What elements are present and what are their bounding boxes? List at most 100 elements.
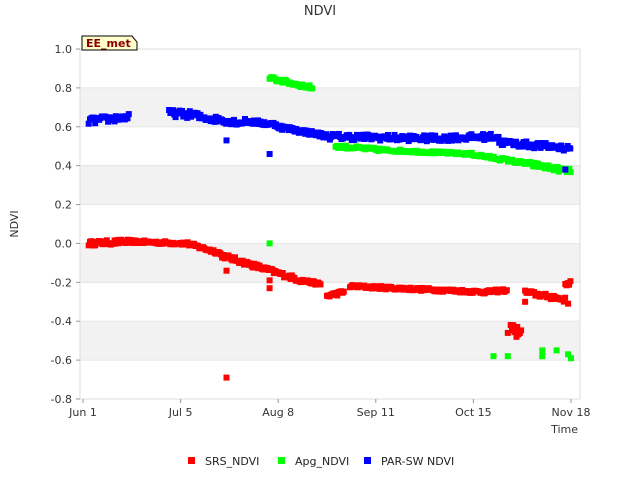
data-point bbox=[334, 292, 341, 299]
y-tick-label: -0.8 bbox=[51, 393, 72, 406]
x-tick-label: Oct 15 bbox=[455, 406, 492, 419]
grid-band bbox=[80, 321, 580, 361]
data-point bbox=[562, 294, 569, 301]
data-point bbox=[542, 290, 549, 297]
data-point bbox=[550, 292, 557, 299]
data-point bbox=[568, 355, 574, 362]
grid-band bbox=[80, 87, 580, 127]
grid-band bbox=[80, 49, 580, 88]
grid-band bbox=[80, 204, 580, 244]
data-point bbox=[223, 374, 230, 381]
legend-label-apg-ndvi: Apg_NDVI bbox=[295, 455, 349, 468]
x-tick-label: Jun 1 bbox=[68, 406, 97, 419]
series-srs-ndvi bbox=[85, 236, 574, 381]
y-tick-label: 0.4 bbox=[55, 160, 73, 173]
badge-label: EE_met bbox=[86, 37, 131, 50]
data-point bbox=[566, 281, 573, 288]
data-point bbox=[522, 298, 529, 305]
y-axis-title: NDVI bbox=[8, 210, 21, 237]
data-point bbox=[266, 240, 273, 247]
station-badge: EE_met bbox=[81, 35, 138, 51]
y-tick-label: 0.0 bbox=[55, 237, 73, 250]
data-point bbox=[497, 137, 504, 144]
data-point bbox=[514, 324, 521, 330]
data-point bbox=[560, 298, 567, 305]
data-point bbox=[566, 165, 573, 172]
y-axis-ticks: 1.0 0.8 0.6 0.4 0.2 0.0 -0.2 -0.4 -0.6 -0.8 bbox=[51, 43, 80, 406]
data-point bbox=[565, 351, 572, 358]
x-axis-title: Time bbox=[550, 423, 578, 436]
data-point bbox=[452, 132, 459, 139]
data-point bbox=[495, 134, 502, 140]
grid-bands bbox=[80, 48, 580, 399]
data-point bbox=[487, 130, 494, 137]
grid-band bbox=[80, 165, 580, 205]
data-point bbox=[266, 277, 273, 284]
data-point bbox=[357, 135, 364, 142]
legend-swatch-srs-ndvi bbox=[188, 457, 195, 464]
data-point bbox=[511, 329, 518, 336]
data-point bbox=[567, 278, 574, 285]
series-apg-ndvi bbox=[266, 74, 574, 362]
data-point bbox=[232, 254, 238, 261]
data-point bbox=[523, 138, 530, 145]
data-point bbox=[309, 85, 316, 92]
legend-swatch-apg-ndvi bbox=[278, 457, 285, 464]
data-point bbox=[115, 240, 122, 247]
legend-label-srs-ndvi: SRS_NDVI bbox=[205, 455, 259, 468]
data-point bbox=[567, 145, 574, 152]
data-point bbox=[518, 327, 525, 334]
data-point bbox=[88, 238, 95, 245]
x-tick-label: Sep 11 bbox=[357, 406, 395, 419]
data-point bbox=[92, 120, 99, 127]
data-point bbox=[422, 133, 429, 139]
data-point bbox=[535, 140, 541, 147]
grid-band bbox=[80, 243, 580, 283]
series-par-sw-ndvi bbox=[85, 107, 574, 173]
data-point bbox=[539, 353, 546, 360]
data-point bbox=[223, 137, 230, 144]
y-tick-label: 0.8 bbox=[55, 82, 73, 95]
data-point bbox=[125, 111, 132, 118]
y-tick-label: 1.0 bbox=[55, 43, 73, 56]
x-tick-label: Aug 8 bbox=[262, 406, 294, 419]
data-point bbox=[503, 287, 510, 294]
data-point bbox=[279, 270, 286, 276]
data-point bbox=[490, 353, 497, 360]
y-tick-label: 0.2 bbox=[55, 199, 73, 212]
data-point bbox=[513, 138, 519, 145]
x-axis-ticks: Jun 1 Jul 5 Aug 8 Sep 11 Oct 15 Nov 18 bbox=[68, 399, 590, 419]
data-point bbox=[562, 166, 569, 173]
data-point bbox=[504, 329, 511, 336]
y-tick-label: -0.2 bbox=[51, 276, 72, 289]
data-point bbox=[565, 300, 572, 307]
plot-frame bbox=[79, 48, 581, 400]
data-point bbox=[513, 333, 520, 340]
data-point bbox=[85, 242, 92, 249]
data-point bbox=[504, 353, 511, 360]
data-point bbox=[510, 322, 517, 329]
y-tick-label: -0.4 bbox=[51, 315, 72, 328]
data-point bbox=[223, 267, 230, 274]
y-tick-label: 0.6 bbox=[55, 121, 73, 134]
data-point bbox=[468, 131, 475, 138]
legend: SRS_NDVI Apg_NDVI PAR-SW NDVI bbox=[188, 455, 454, 468]
data-point bbox=[518, 143, 525, 150]
data-point bbox=[553, 347, 560, 354]
grid-band bbox=[80, 360, 580, 399]
data-point bbox=[186, 108, 193, 115]
data-point bbox=[172, 114, 179, 121]
data-point bbox=[335, 130, 342, 137]
data-point bbox=[385, 132, 391, 138]
data-point bbox=[266, 151, 273, 157]
data-point bbox=[558, 142, 565, 149]
y-tick-label: -0.6 bbox=[51, 354, 72, 367]
data-points bbox=[85, 74, 574, 381]
legend-swatch-par-sw-ndvi bbox=[364, 457, 371, 464]
data-point bbox=[170, 107, 176, 114]
legend-label-par-sw-ndvi: PAR-SW NDVI bbox=[381, 455, 454, 468]
data-point bbox=[340, 288, 347, 295]
data-point bbox=[567, 169, 574, 176]
data-point bbox=[266, 285, 273, 292]
